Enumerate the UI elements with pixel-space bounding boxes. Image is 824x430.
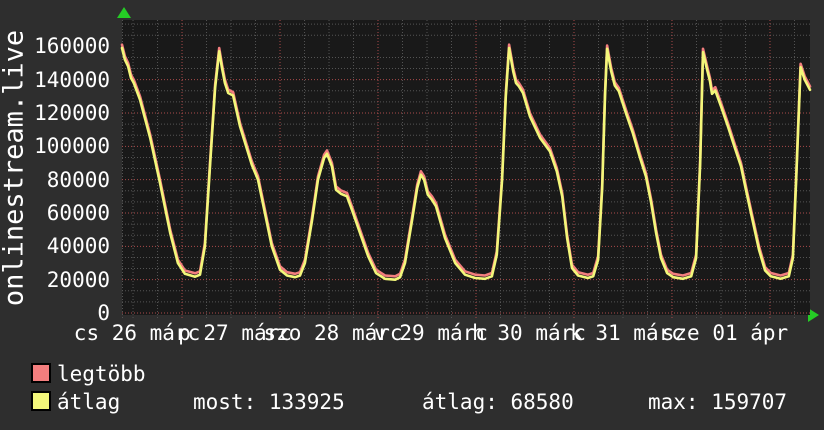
x-tick-label: cs 26 márc [73, 321, 201, 345]
y-tick-label: 160000 [34, 34, 110, 59]
x-tick-label: szo 28 márc [263, 321, 403, 345]
y-tick-label: 100000 [34, 134, 110, 159]
plot-area [120, 20, 812, 318]
y-tick-label: 80000 [46, 167, 110, 192]
y-tick-label: 40000 [46, 234, 110, 259]
y-tick-label: 20000 [46, 267, 110, 292]
stat-atlag: átlag: 68580 [422, 390, 574, 414]
x-tick-label: sze 01 ápr [661, 321, 789, 345]
x-tick-label: v 29 márc [374, 321, 488, 345]
legend-swatch-atlag [31, 391, 51, 411]
chart-svg [120, 20, 812, 318]
x-tick-label: h 30 márc [472, 321, 586, 345]
y-tick-label: 140000 [34, 67, 110, 92]
x-tick-label: p 27 márc [178, 321, 292, 345]
stat-max: max: 159707 [648, 390, 788, 414]
stat-most: most: 133925 [193, 390, 345, 414]
y-axis-arrow-icon [117, 7, 131, 18]
legend-label-legtobb: legtöbb [57, 362, 146, 386]
y-tick-label: 0 [97, 301, 110, 325]
y-tick-label: 120000 [34, 101, 110, 125]
legend-swatch-legtobb [31, 363, 51, 383]
y-tick-label: 60000 [46, 201, 110, 225]
legend-label-atlag: átlag [57, 390, 121, 414]
x-axis-arrow-icon [808, 308, 819, 322]
x-tick-label: k 31 márc [570, 321, 684, 345]
